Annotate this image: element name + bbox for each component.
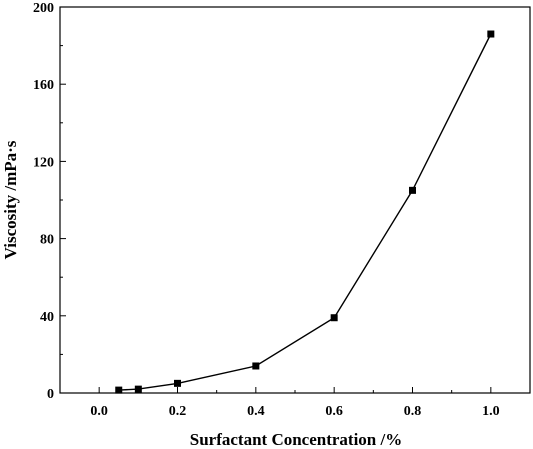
x-tick-label: 0.2 <box>169 404 187 419</box>
y-tick-label: 160 <box>33 78 54 93</box>
series-line <box>118 33 492 391</box>
y-tick-label: 120 <box>33 155 54 170</box>
x-axis-title: Surfactant Concentration /% <box>190 430 402 449</box>
data-point <box>134 385 142 393</box>
x-tick-label: 0.8 <box>404 404 422 419</box>
data-point <box>252 362 260 370</box>
plot-frame <box>59 6 531 394</box>
data-point <box>330 314 338 322</box>
y-tick-label: 0 <box>47 387 54 402</box>
y-tick-label: 80 <box>40 233 54 248</box>
x-tick-label: 0.4 <box>247 404 265 419</box>
x-tick-label: 0.6 <box>325 404 343 419</box>
data-point <box>174 379 181 387</box>
tick-labels: 0.0 0.2 0.4 0.6 0.8 1.0 0 40 80 120 160 200 <box>33 1 500 419</box>
data-point <box>487 30 495 38</box>
data-point <box>115 386 123 394</box>
y-axis-title: Viscosity /mPa·s <box>1 140 20 259</box>
axis-ticks <box>59 6 531 394</box>
y-tick-label: 40 <box>40 310 54 325</box>
x-tick-label: 0.0 <box>90 404 108 419</box>
x-tick-label: 1.0 <box>482 404 500 419</box>
series-layer <box>115 30 495 394</box>
y-tick-label: 200 <box>33 1 54 16</box>
data-point <box>409 186 416 194</box>
